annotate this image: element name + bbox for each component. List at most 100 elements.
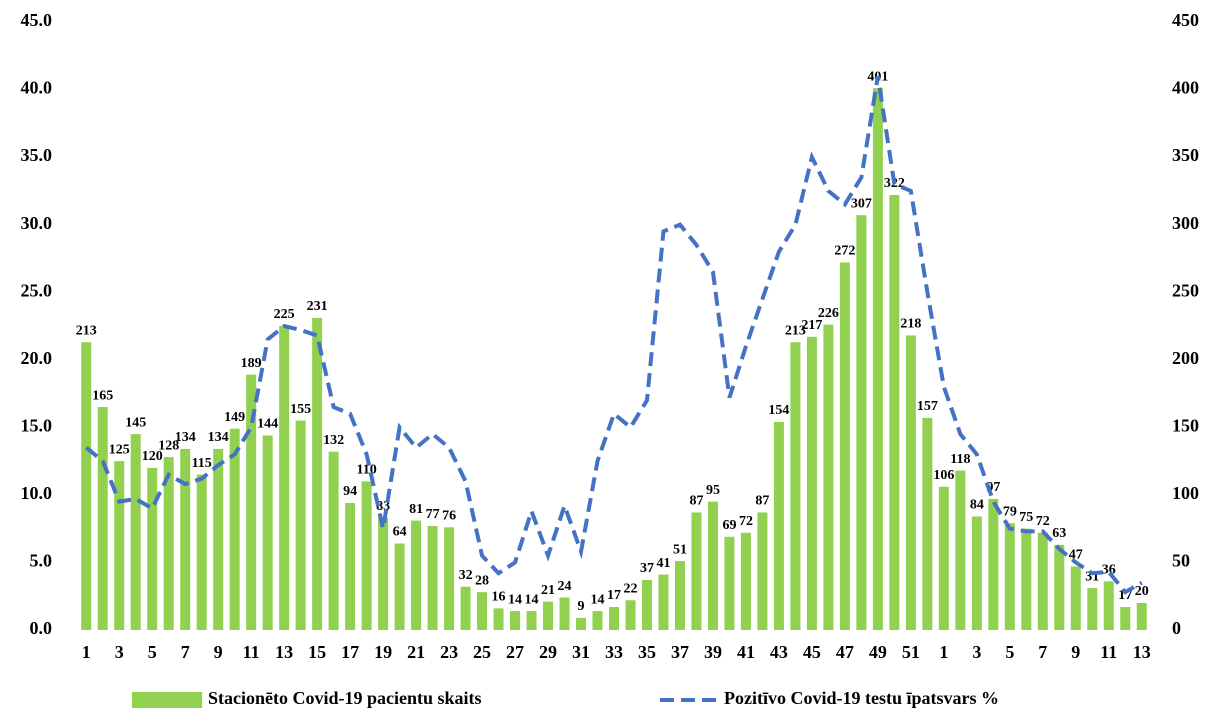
value-label: 120 [142,449,163,464]
value-label: 72 [1036,514,1050,529]
bar [988,498,999,630]
value-label: 21 [541,583,555,598]
bar [229,428,240,630]
bar [147,467,158,630]
value-label: 69 [722,518,736,533]
bar [279,326,290,630]
value-label: 125 [109,442,130,457]
value-label: 217 [801,318,822,333]
bar [213,448,224,630]
x-tick-label: 41 [737,642,755,662]
value-label: 14 [508,592,522,607]
bar [295,420,306,630]
x-tick-label: 31 [572,642,590,662]
value-label: 28 [475,573,489,588]
y2-tick-label: 0 [1172,618,1181,638]
value-label: 51 [673,542,687,557]
value-label: 115 [192,456,212,471]
legend-label: Pozitīvo Covid-19 testu īpatsvars % [724,688,999,708]
x-tick-label: 11 [1100,642,1117,662]
value-label: 165 [92,388,113,403]
x-tick-label: 23 [440,642,458,662]
value-label: 16 [492,590,506,605]
y-tick-label: 40.0 [21,78,53,98]
y-tick-label: 45.0 [21,10,53,30]
value-label: 17 [607,588,621,603]
y-tick-label: 15.0 [21,415,53,435]
y2-tick-label: 200 [1172,348,1199,368]
bar [394,543,405,630]
x-tick-label: 39 [704,642,722,662]
bar [180,448,191,630]
x-tick-label: 47 [836,642,854,662]
x-tick-label: 43 [770,642,788,662]
bar [1054,544,1065,630]
bar [1136,602,1147,630]
bar [790,342,801,630]
bar [757,512,768,630]
x-tick-label: 21 [407,642,425,662]
value-label: 149 [224,410,245,425]
bar [1087,588,1098,630]
value-label: 213 [76,323,97,338]
bar [246,374,257,630]
bar [922,417,933,630]
y2-tick-label: 250 [1172,280,1199,300]
value-label: 94 [343,484,357,499]
x-tick-label: 49 [869,642,887,662]
y2-tick-label: 150 [1172,415,1199,435]
y-tick-label: 35.0 [21,145,53,165]
bar [114,461,125,630]
y2-tick-label: 300 [1172,213,1199,233]
bar [823,324,834,630]
x-tick-label: 37 [671,642,689,662]
value-label: 128 [158,438,179,453]
value-label: 144 [257,417,278,432]
bar [163,457,174,630]
value-label: 81 [409,502,423,517]
bar [312,317,323,630]
value-label: 41 [656,556,670,571]
bar [1120,607,1131,630]
value-label: 84 [970,498,984,513]
value-label: 24 [558,579,572,594]
bar [955,470,966,630]
x-tick-label: 3 [115,642,124,662]
bar [806,336,817,630]
value-label: 20 [1135,584,1149,599]
bar [196,474,207,630]
value-label: 14 [525,592,539,607]
bar [477,592,488,630]
y2-tick-label: 400 [1172,78,1199,98]
bar [526,611,537,630]
value-label: 63 [1052,526,1066,541]
bar [411,520,422,630]
bar [1103,581,1114,630]
bar [130,434,141,630]
bar [839,262,850,630]
bar [691,512,702,630]
x-tick-label: 9 [214,642,223,662]
x-tick-label: 5 [1005,642,1014,662]
x-tick-label: 51 [902,642,920,662]
value-label: 213 [785,323,806,338]
bar [674,561,685,630]
value-label: 32 [459,568,473,583]
y-tick-label: 0.0 [30,618,53,638]
value-label: 189 [241,356,262,371]
bar [510,611,521,630]
bar [559,597,570,630]
value-label: 37 [640,561,654,576]
value-label: 79 [1003,504,1017,519]
value-label: 87 [689,494,703,509]
value-label: 87 [755,494,769,509]
bar [378,517,389,630]
bar [361,481,372,630]
value-label: 64 [393,525,407,540]
x-tick-label: 35 [638,642,656,662]
x-tick-label: 45 [803,642,821,662]
value-label: 134 [208,430,229,445]
value-label: 72 [739,514,753,529]
bar [592,611,603,630]
x-tick-label: 7 [1038,642,1047,662]
